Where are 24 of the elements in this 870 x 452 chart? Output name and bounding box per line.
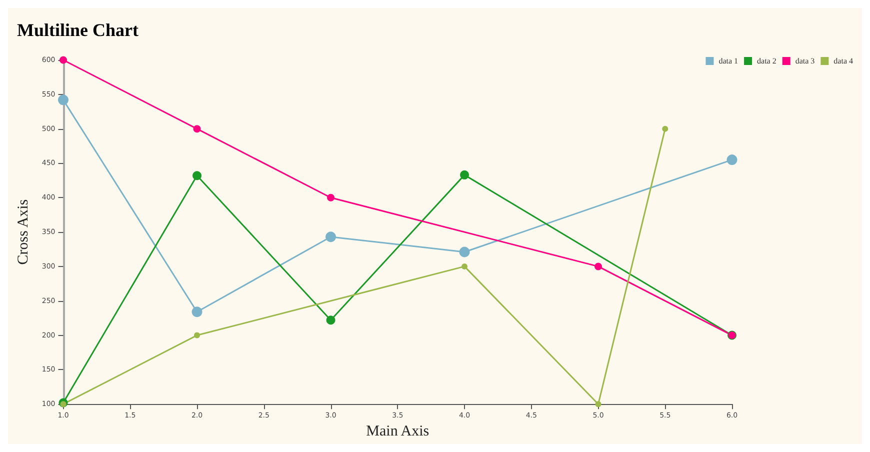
- point: [459, 246, 470, 258]
- point: [58, 94, 69, 106]
- y-axis-title: Cross Axis: [16, 199, 32, 265]
- legend-label: data 3: [795, 56, 815, 66]
- x-axis-title: Main Axis: [366, 424, 430, 440]
- chart-title: Multiline Chart: [17, 20, 138, 40]
- point: [193, 125, 201, 133]
- point: [192, 171, 202, 180]
- point: [326, 316, 336, 325]
- point: [60, 401, 66, 408]
- point: [460, 170, 470, 180]
- point: [326, 232, 336, 242]
- point: [327, 194, 335, 202]
- legend-label: data 4: [834, 56, 854, 66]
- point: [462, 263, 468, 270]
- point: [726, 154, 738, 166]
- legend-label: data 1: [718, 56, 738, 66]
- point: [594, 262, 602, 270]
- point: [595, 401, 602, 408]
- point: [662, 126, 668, 132]
- point: [60, 56, 68, 64]
- legend-label: data 2: [757, 56, 776, 66]
- point: [192, 306, 202, 318]
- point: [194, 332, 200, 338]
